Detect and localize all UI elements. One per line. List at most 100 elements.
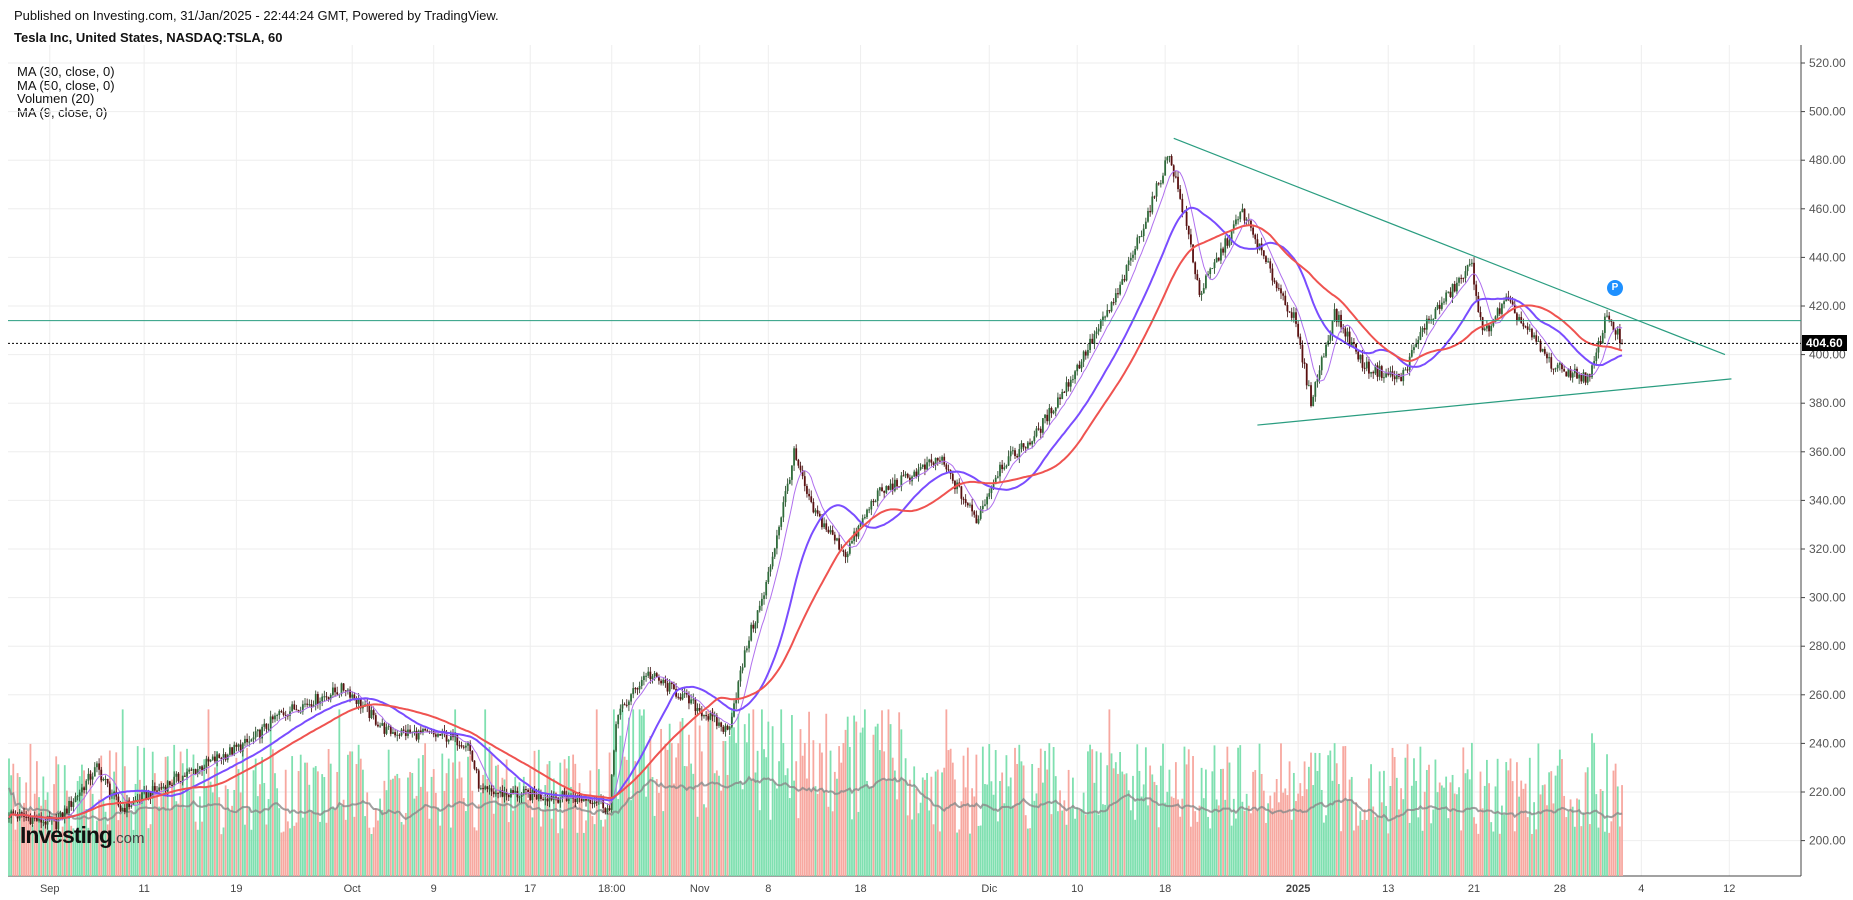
candle-body [259,729,261,739]
volume-bar [838,746,841,876]
candle-body [372,710,375,716]
legend-volume[interactable]: Volumen (20) [17,91,95,106]
investing-logo: Investing.com [20,822,144,849]
volume-bar [1179,816,1182,876]
volume-bar [782,743,785,876]
volume-bar [685,766,688,876]
volume-bar [1612,770,1615,876]
candle-body [1297,323,1300,337]
candle-body [655,673,658,678]
volume-bar [1044,750,1046,876]
candle-body [1149,210,1152,213]
candle-body [1498,308,1501,314]
candle-body [1486,325,1488,329]
volume-bar [177,803,180,876]
volume-bar [969,833,971,876]
volume-bar [387,749,390,876]
candle-body [190,769,193,771]
volume-bar [1606,754,1608,876]
candle-body [1132,254,1134,258]
candle-body [61,812,64,819]
volume-bar [147,828,150,876]
volume-bar [1312,785,1315,876]
volume-bar [347,754,349,876]
candle-body [836,538,838,541]
volume-bar [1192,756,1194,876]
volume-bar [1391,747,1394,876]
candle-body [1185,211,1188,226]
volume-bar [979,825,982,876]
volume-bar [1011,805,1014,876]
volume-bar [130,812,133,876]
volume-bar [1059,790,1061,876]
volume-bar [1018,744,1021,876]
candle-body [692,699,695,701]
candle-body [971,504,974,512]
volume-bar [893,770,896,876]
volume-bar [241,752,244,876]
volume-bar [763,749,765,876]
volume-bar [750,779,753,876]
candle-body [252,737,255,740]
volume-bar [660,728,662,876]
candle-body [628,701,630,706]
candle-body [1492,321,1495,326]
volume-bar [1020,761,1023,876]
volume-bar [1490,822,1493,876]
candle-body [951,473,954,481]
volume-bar [366,792,369,876]
candle-body [284,714,287,716]
volume-bar [362,769,364,876]
candle-body [1239,212,1242,220]
candle-body [35,817,38,821]
candle-body [1408,356,1411,371]
candle-body [1044,414,1046,419]
candle-body [66,808,68,814]
volume-bar [132,829,135,876]
candle-body [1245,219,1248,221]
candle-body [1449,291,1452,297]
y-tick-label: 200.00 [1809,834,1846,848]
volume-bar [1501,805,1503,876]
candle-body [889,483,892,490]
candle-body [385,727,388,734]
candle-body [203,767,206,771]
candle-body [1582,372,1585,382]
volume-bar [102,800,105,876]
candle-body [593,801,596,805]
volume-bar [1181,798,1184,876]
volume-bar [1368,778,1370,876]
volume-bar [924,779,926,876]
candle-body [1091,338,1094,344]
volume-bar [1417,817,1420,876]
candle-body [780,517,783,527]
candle-body [612,750,615,775]
volume-bar [1479,771,1482,876]
candle-body [1020,443,1023,450]
legend-ma50[interactable]: MA (50, close, 0) [17,77,115,93]
volume-bar [722,741,725,876]
chart-title: Tesla Inc, United States, NASDAQ:TSLA, 6… [14,30,283,45]
volume-bar [490,753,493,876]
volume-bar [883,751,886,876]
candle-body [1026,442,1029,449]
candle-body [767,571,770,583]
legend-ma30[interactable]: MA (30, close, 0) [17,64,115,79]
volume-bar [72,828,75,876]
candle-body [1440,302,1443,309]
candle-body [722,726,725,732]
volume-bar [911,819,913,876]
candle-body [945,464,948,470]
candle-body [1537,340,1540,342]
volume-bar [437,807,439,876]
event-marker-p[interactable]: P [1607,280,1623,296]
volume-bar [512,810,514,876]
candle-body [1320,357,1323,371]
volume-bar [1361,819,1364,876]
candle-body [145,791,148,800]
volume-bar [1147,805,1149,876]
volume-bar [550,818,553,876]
volume-bar [1618,826,1621,876]
x-tick-label: Nov [690,883,710,895]
